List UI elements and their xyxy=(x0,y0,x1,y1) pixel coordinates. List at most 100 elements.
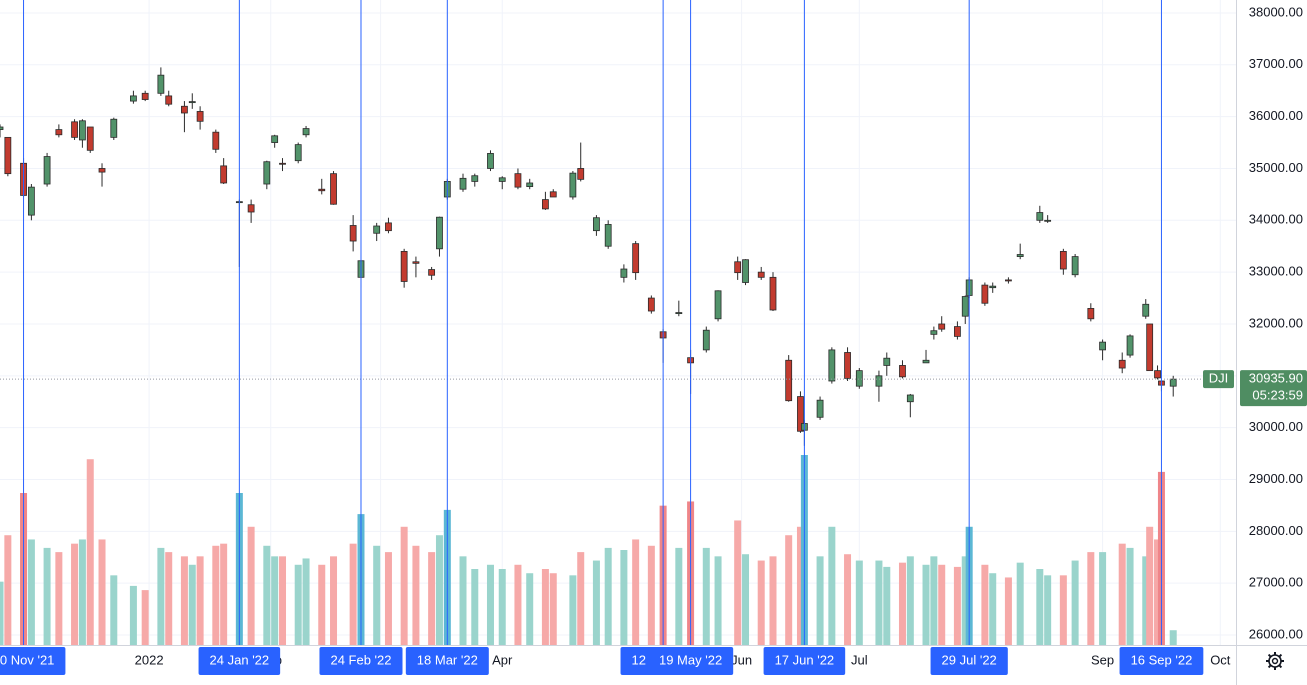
candle-body xyxy=(130,95,137,102)
axis-layer: 26000.00 27000.00 28000.00 29000.00 30000.00… xyxy=(0,4,1307,675)
candle-body xyxy=(98,168,106,173)
marker-date-label: 24 Feb '22 xyxy=(330,652,391,667)
volume-bar xyxy=(796,526,804,645)
y-tick-label: 37000.00 xyxy=(1249,56,1303,71)
volume-bar xyxy=(981,564,989,645)
volume-bar xyxy=(27,539,35,645)
volume-bar xyxy=(953,566,961,645)
candle-body xyxy=(1036,212,1044,221)
volume-bar xyxy=(1071,560,1079,645)
volume-bar xyxy=(592,560,600,645)
volume-bar xyxy=(129,585,137,645)
volume-bar xyxy=(1146,526,1154,645)
volume-bar xyxy=(471,569,479,645)
symbol-tag-box xyxy=(1203,370,1234,389)
volume-bar xyxy=(196,556,204,645)
volume-bar xyxy=(247,526,255,645)
candle-body xyxy=(989,285,997,289)
candle-body xyxy=(1005,279,1012,282)
marker-date-box xyxy=(763,647,846,675)
marker-date-label: 19 May '22 xyxy=(659,652,722,667)
candle-body xyxy=(1118,359,1126,369)
marker-date-tag: 18 Mar '22 xyxy=(405,647,489,675)
candle-body xyxy=(930,330,938,335)
settings-icon[interactable] xyxy=(1266,652,1284,670)
volume-bar xyxy=(714,556,722,645)
candle-body xyxy=(385,222,392,232)
candle-body xyxy=(1126,335,1134,356)
candle-body xyxy=(620,268,628,278)
volume-bar xyxy=(1004,577,1012,645)
candle-body xyxy=(43,156,51,185)
volume-bar xyxy=(898,562,906,645)
y-tick-label: 35000.00 xyxy=(1249,160,1303,175)
volume-bar xyxy=(71,543,79,645)
candle-body xyxy=(196,111,204,122)
marker-date-label: 17 Jun '22 xyxy=(775,652,835,667)
candle-body xyxy=(569,172,577,198)
marker-date-tag: 16 Sep '22 xyxy=(1119,647,1204,675)
volume-bar xyxy=(428,552,436,645)
volume-bar xyxy=(875,560,883,645)
volume-bar xyxy=(1126,547,1134,645)
candle-body xyxy=(471,175,479,182)
candle-body xyxy=(981,284,989,304)
candle-body xyxy=(71,121,78,138)
marker-date-box xyxy=(198,647,281,675)
marker-date-box xyxy=(0,647,66,675)
volume-bar xyxy=(302,558,310,645)
candle-body xyxy=(526,182,534,188)
candle-body xyxy=(263,161,271,185)
candle-body xyxy=(412,261,420,264)
y-tick-label: 27000.00 xyxy=(1249,575,1303,590)
volume-bar xyxy=(620,550,628,645)
candle-body xyxy=(181,105,188,114)
volume-bar xyxy=(514,564,522,645)
volume-bar xyxy=(180,556,188,645)
volume-bar xyxy=(1169,630,1177,645)
volume-bar xyxy=(294,564,302,645)
candle-body xyxy=(1146,323,1154,372)
candle-body xyxy=(86,126,94,151)
volume-bar xyxy=(844,554,852,645)
marker-date-tag: 29 Jul '22 xyxy=(930,647,1008,675)
candle-body xyxy=(961,296,969,317)
volume-bar xyxy=(930,556,938,645)
y-tick-label: 26000.00 xyxy=(1249,626,1303,641)
candle-body xyxy=(487,153,494,169)
volume-bar xyxy=(271,556,279,645)
candle-body xyxy=(604,224,612,247)
y-tick-label: 34000.00 xyxy=(1249,212,1303,227)
candle-body xyxy=(79,120,86,141)
volume-bar xyxy=(734,520,742,645)
volume-bar xyxy=(1044,575,1052,645)
volume-bar xyxy=(569,575,577,645)
marker-date-label: 24 Jan '22 xyxy=(210,652,270,667)
candle-body xyxy=(577,168,585,180)
candle-body xyxy=(1044,219,1052,222)
candle-body xyxy=(785,359,793,402)
candle-body xyxy=(593,217,600,232)
volume-bar xyxy=(78,539,86,645)
volume-bar xyxy=(188,564,196,645)
y-tick-label: 33000.00 xyxy=(1249,264,1303,279)
volume-bar xyxy=(961,556,969,645)
candle-body xyxy=(549,191,557,198)
marker-date-tag: 19 May '22 xyxy=(647,647,734,675)
marker-date-label: 16 Sep '22 xyxy=(1131,652,1193,667)
volume-bar xyxy=(157,547,165,645)
volume-bar xyxy=(577,552,585,645)
volume-bar xyxy=(373,545,381,645)
candle-body xyxy=(855,370,863,387)
candle-body xyxy=(498,177,506,182)
volume-layer xyxy=(0,455,1177,645)
candle-body xyxy=(844,352,851,379)
volume-bar xyxy=(1087,552,1095,645)
volume-bar xyxy=(86,459,94,645)
y-tick-label: 29000.00 xyxy=(1249,471,1303,486)
volume-bar xyxy=(4,535,12,645)
candle-body xyxy=(1059,251,1067,270)
candle-body xyxy=(247,204,255,213)
candle-body xyxy=(436,216,443,250)
